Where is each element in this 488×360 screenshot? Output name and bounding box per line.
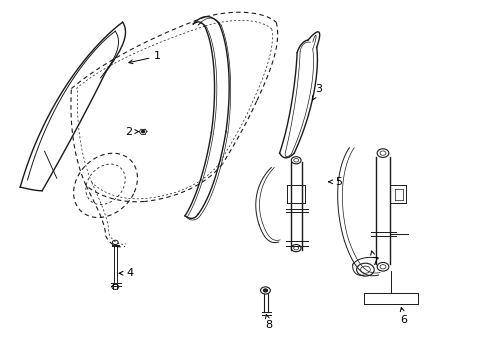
- Text: 4: 4: [119, 268, 133, 278]
- Text: 7: 7: [370, 251, 378, 267]
- Text: 6: 6: [400, 307, 407, 325]
- Circle shape: [263, 289, 267, 292]
- Text: 5: 5: [328, 177, 341, 187]
- Text: 1: 1: [128, 51, 161, 64]
- Text: 3: 3: [312, 84, 322, 100]
- Text: 8: 8: [265, 314, 272, 330]
- Text: 2: 2: [125, 127, 138, 136]
- Circle shape: [142, 131, 144, 133]
